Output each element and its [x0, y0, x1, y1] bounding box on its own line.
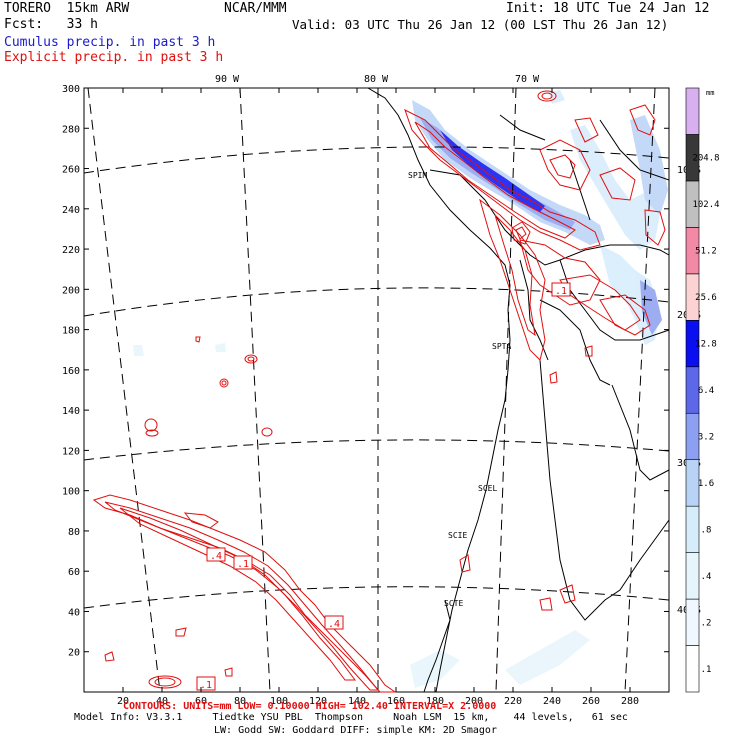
- contour-label: .4: [328, 619, 340, 630]
- x-tick-label: 120: [309, 696, 327, 707]
- y-tick-label: 140: [62, 406, 80, 417]
- colorbar-level-label: 51.2: [695, 247, 717, 257]
- x-tick-label: 200: [465, 696, 483, 707]
- lon-label: 90 W: [215, 74, 240, 85]
- forecast-hour: Fcst: 33 h: [4, 17, 98, 32]
- x-tick-label: 40: [156, 696, 168, 707]
- colorbar-swatch: [685, 598, 700, 646]
- lon-label: 80 W: [364, 74, 389, 85]
- colorbar-level-label: 6.4: [698, 386, 714, 396]
- x-axis: 20 40 60 80 100 120 140 160 180 200 220 240 260 280: [117, 88, 639, 707]
- y-tick-label: 260: [62, 165, 80, 176]
- x-tick-label: 20: [117, 696, 129, 707]
- valid-time: Valid: 03 UTC Thu 26 Jan 12 (00 LST Thu …: [292, 17, 669, 32]
- y-tick-label: 20: [68, 648, 80, 659]
- plot-frame: [83, 87, 670, 693]
- y-tick-label: 100: [62, 487, 80, 498]
- colorbar-level-label: 25.6: [695, 293, 717, 303]
- colorbar-level-label: .4: [701, 572, 712, 582]
- y-tick-label: 180: [62, 326, 80, 337]
- cumulus-precip-shading: [133, 90, 668, 688]
- x-tick-label: 100: [270, 696, 288, 707]
- colorbar-level-label: 1.6: [698, 479, 714, 489]
- colorbar-level-label: 102.4: [692, 200, 719, 210]
- colorbar-swatch: [685, 552, 700, 600]
- contour-label: .1: [555, 286, 567, 297]
- x-tick-label: 60: [195, 696, 207, 707]
- station-label: SPIM: [408, 171, 427, 180]
- y-tick-label: 160: [62, 366, 80, 377]
- colorbar-level-label: 204.8: [692, 154, 719, 164]
- model-title: TORERO 15km ARW: [4, 1, 130, 16]
- x-tick-label: 220: [504, 696, 522, 707]
- y-tick-label: 200: [62, 285, 80, 296]
- y-tick-label: 80: [68, 527, 80, 538]
- x-tick-label: 80: [234, 696, 246, 707]
- station-labels: SPIM SPTA SCEL SCIE SCTE: [408, 171, 511, 608]
- y-tick-label: 280: [62, 124, 80, 135]
- colorbar-swatch: [685, 505, 700, 553]
- explicit-precip-contours: [92, 90, 666, 693]
- x-tick-label: 180: [426, 696, 444, 707]
- org-label: NCAR/MMM: [224, 1, 287, 16]
- station-label: SPTA: [492, 342, 511, 351]
- station-label: SCEL: [478, 484, 497, 493]
- colorbar-level-label: .2: [701, 618, 712, 628]
- x-tick-label: 140: [348, 696, 366, 707]
- colorbar-level-label: 3.2: [698, 432, 714, 442]
- physics-info: LW: Godd SW: Goddard DIFF: simple KM: 2D…: [214, 725, 497, 736]
- station-label: SCTE: [444, 599, 463, 608]
- init-time: Init: 18 UTC Tue 24 Jan 12: [506, 1, 710, 16]
- y-axis: 20 40 60 80 100 120 140 160 180 200 220 240 260 280 30…: [62, 84, 669, 659]
- y-tick-label: 240: [62, 205, 80, 216]
- x-tick-label: 240: [543, 696, 561, 707]
- x-tick-label: 280: [621, 696, 639, 707]
- station-label: SCIE: [448, 531, 467, 540]
- colorbar-level-label: 12.8: [695, 340, 717, 350]
- explicit-legend: Explicit precip. in past 3 h: [4, 50, 224, 65]
- x-tick-label: 260: [582, 696, 600, 707]
- lon-label: 70 W: [515, 74, 540, 85]
- y-tick-label: 40: [68, 607, 80, 618]
- contour-label: .1: [200, 680, 212, 691]
- y-tick-label: 220: [62, 245, 80, 256]
- colorbar-swatch: [685, 645, 700, 693]
- colorbar-swatch: [685, 87, 700, 135]
- y-tick-label: 60: [68, 567, 80, 578]
- lon-labels: 90 W 80 W 70 W: [215, 74, 540, 85]
- contour-value-labels: .1 .4 .1 .4 .1: [196, 282, 571, 691]
- x-tick-label: 160: [387, 696, 405, 707]
- colorbar-level-label: .1: [701, 665, 712, 675]
- cumulus-legend: Cumulus precip. in past 3 h: [4, 35, 216, 50]
- contour-label: .1: [237, 559, 249, 570]
- coastline: [367, 87, 670, 693]
- contour-info: CONTOURS: UNITS=mm LOW= 0.10000 HIGH= 10…: [123, 701, 496, 712]
- y-tick-label: 120: [62, 446, 80, 457]
- model-info: Model Info: V3.3.1 Tiedtke YSU PBL Thomp…: [74, 712, 628, 723]
- y-tick-label: 300: [62, 84, 80, 95]
- colorbar: .1 .2 .4 .8 1.6 3.2 6.4 12.8 25.6 51.2 102.4 204.8: [685, 87, 720, 693]
- latlon-grid: [83, 87, 670, 693]
- colorbar-unit: mm: [706, 89, 714, 97]
- contour-label: .4: [210, 551, 222, 562]
- colorbar-level-label: .8: [701, 525, 712, 535]
